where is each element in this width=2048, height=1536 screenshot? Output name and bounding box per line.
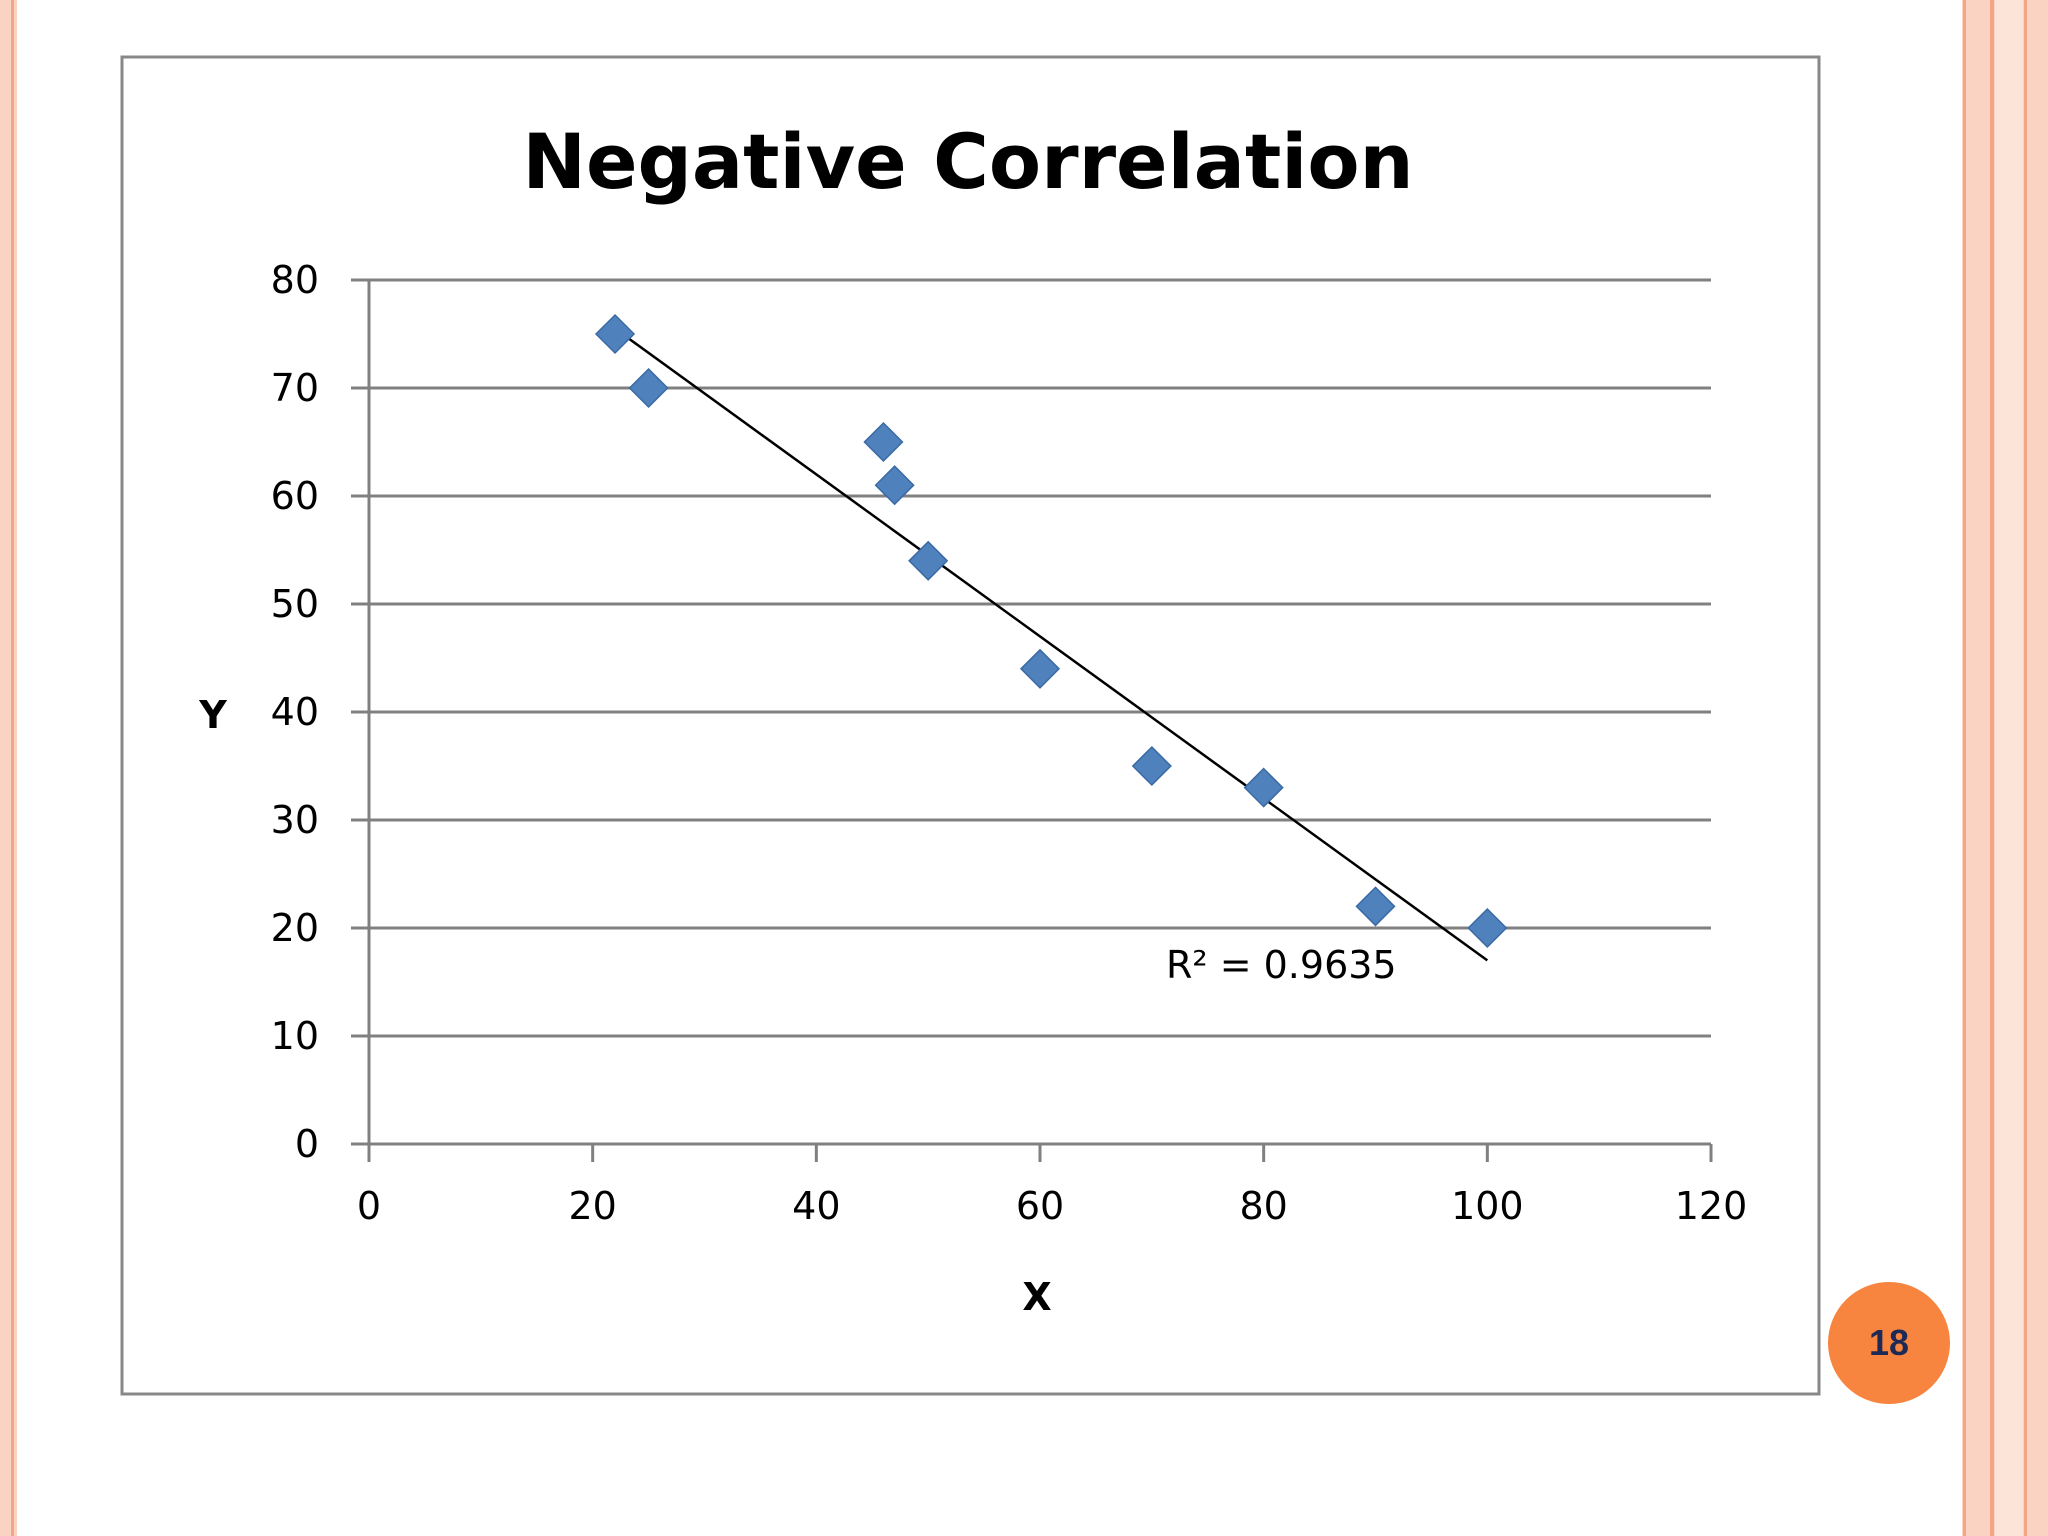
y-tick-label-60: 60 <box>271 474 319 518</box>
y-tick-label-10: 10 <box>271 1014 319 1058</box>
data-point-0-1 <box>628 367 669 409</box>
data-point-0-9 <box>1467 907 1508 949</box>
x-tick-label-80: 80 <box>1239 1184 1287 1228</box>
x-tick-label-60: 60 <box>1016 1184 1064 1228</box>
data-point-0-3 <box>874 465 915 506</box>
x-tick-label-40: 40 <box>792 1184 840 1228</box>
data-points <box>594 313 1508 949</box>
y-tick-labels: 0 10 20 30 40 50 60 70 80 <box>271 258 319 1166</box>
axes <box>351 278 1713 1162</box>
right-accent-inner <box>1995 0 2023 1536</box>
right-accent-line-2 <box>1990 0 1994 1536</box>
data-point-0-0 <box>594 313 636 355</box>
x-tick-label-100: 100 <box>1451 1184 1524 1228</box>
right-accent-line-3 <box>2024 0 2027 1536</box>
data-point-0-7 <box>1243 767 1284 808</box>
page-number: 18 <box>1868 1322 1910 1363</box>
trendline-label: R² = 0.9635 <box>1166 943 1397 987</box>
x-tick-label-0: 0 <box>357 1184 381 1228</box>
trendline-line <box>614 327 1489 962</box>
x-tick-label-20: 20 <box>568 1184 616 1228</box>
y-tick-label-20: 20 <box>271 906 319 950</box>
x-tick-label-120: 120 <box>1675 1184 1748 1228</box>
data-point-0-2 <box>863 421 904 463</box>
left-accent-line <box>11 0 14 1536</box>
y-tick-label-0: 0 <box>295 1122 319 1166</box>
x-axis-label: X <box>1022 1275 1051 1319</box>
page-number-badge: 18 <box>1828 1282 1950 1404</box>
gridlines <box>369 278 1711 1038</box>
data-point-0-5 <box>1019 648 1061 689</box>
y-tick-label-40: 40 <box>271 690 319 734</box>
data-point-0-4 <box>908 540 949 581</box>
data-point-0-8 <box>1355 886 1396 927</box>
trendline <box>614 327 1489 962</box>
y-tick-label-70: 70 <box>271 366 319 410</box>
y-axis-label: Y <box>198 693 227 737</box>
chart-title: Negative Correlation <box>522 117 1413 206</box>
right-accent-line-1 <box>1963 0 1966 1536</box>
data-point-0-6 <box>1131 745 1172 787</box>
x-tick-labels: 0 20 40 60 80 100 120 <box>357 1184 1747 1228</box>
y-tick-label-80: 80 <box>271 258 319 302</box>
y-tick-label-30: 30 <box>271 798 319 842</box>
y-tick-label-50: 50 <box>271 582 319 626</box>
